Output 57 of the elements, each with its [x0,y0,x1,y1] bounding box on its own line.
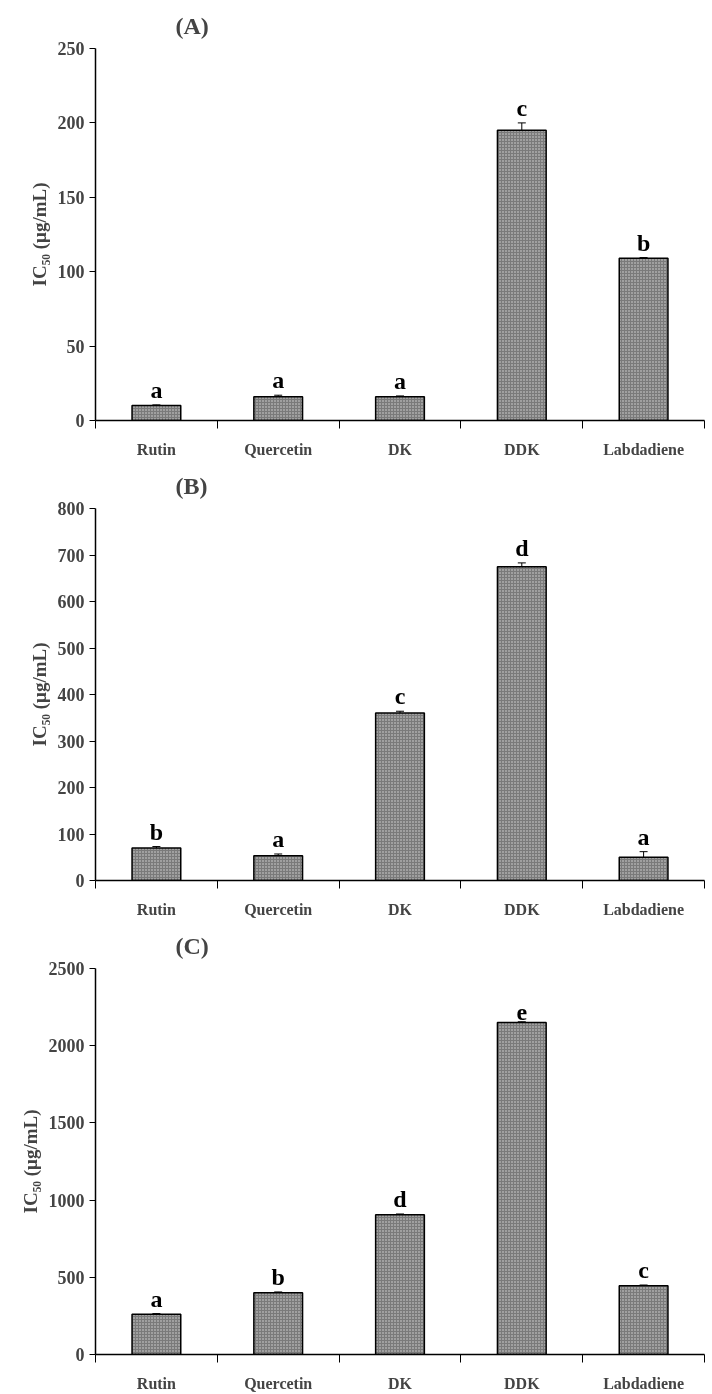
y-tick-label: 1000 [48,1190,85,1211]
x-tick-label: Rutin [136,900,177,918]
annotation: b [636,229,651,256]
y-tick-label: 400 [57,685,85,705]
x-tick-label: DDK [504,440,541,458]
x-tick-label: Rutin [136,440,177,458]
annotation: a [150,376,163,403]
y-tick-label: 500 [57,638,85,659]
annotation: a [637,823,650,850]
y-tick-label: 0 [75,871,85,891]
y-tick-label: 500 [57,1267,85,1288]
x-tick-label: Labdadiene [603,440,685,458]
chart-title: (C) [175,932,209,959]
x-tick-label: Quercetin [244,1374,313,1392]
annotation: a [272,367,285,394]
annotation: d [515,534,530,561]
annotation: a [272,825,285,852]
annotation: a [150,1285,163,1312]
annotation: e [516,998,528,1025]
x-tick-label: Rutin [136,1374,177,1392]
annotation: c [638,1257,650,1284]
y-axis-title: IC₅₀ (μg/mL) [28,642,51,747]
x-tick-label: Labdadiene [603,900,685,918]
y-axis-title: IC₅₀ (μg/mL) [19,1109,42,1214]
chart-title: (A) [175,12,209,39]
y-tick-label: 0 [75,411,85,431]
y-tick-label: 50 [66,336,85,357]
y-tick-label: 100 [57,824,85,845]
x-tick-label: Quercetin [244,900,313,918]
y-tick-label: 2000 [48,1036,85,1057]
annotation: b [149,818,164,845]
y-tick-label: 200 [57,778,85,798]
y-tick-label: 200 [57,113,85,134]
y-tick-label: 100 [57,262,85,283]
x-tick-label: Quercetin [244,440,313,458]
y-tick-label: 300 [57,731,85,752]
annotation: d [393,1186,408,1212]
y-tick-label: 1500 [48,1113,85,1134]
y-tick-label: 150 [57,187,85,208]
y-tick-label: 2500 [48,959,85,979]
y-tick-label: 250 [57,39,85,59]
x-tick-label: DDK [504,900,541,918]
y-tick-label: 800 [57,499,85,519]
annotation: c [516,94,528,121]
annotation: b [271,1263,285,1290]
y-tick-label: 700 [57,545,85,566]
annotation: c [394,683,406,710]
y-axis-title: IC₅₀ (μg/mL) [28,182,51,287]
x-tick-label: DK [388,1374,413,1392]
x-tick-label: DK [388,900,413,918]
x-tick-label: DDK [504,1374,541,1392]
y-tick-label: 0 [75,1345,85,1365]
x-tick-label: Labdadiene [603,1374,685,1392]
x-tick-label: DK [388,440,413,458]
annotation: a [394,367,406,394]
chart-title: (B) [175,472,208,499]
y-tick-label: 600 [57,592,85,612]
